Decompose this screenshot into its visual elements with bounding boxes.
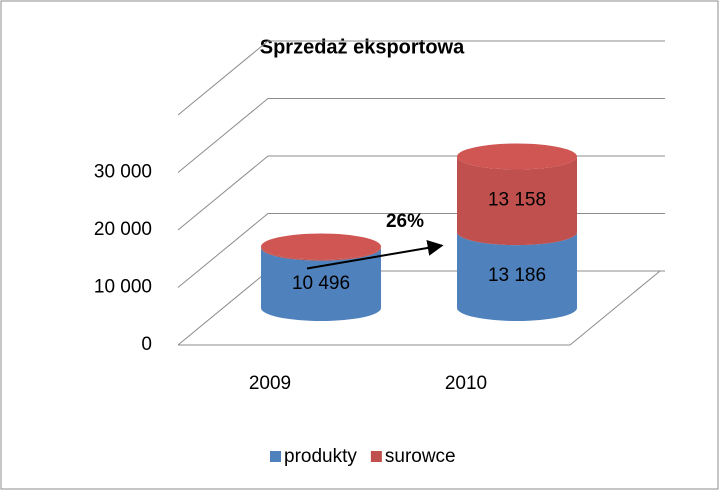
chart-title: Sprzedaż eksportowa [260,36,465,58]
cylinder-segment [457,156,577,246]
growth-arrow [306,240,444,270]
cylinder-segment [457,232,577,321]
value-label: 13 186 [488,265,546,286]
value-label: 10 496 [292,273,350,294]
y-tick-label: 10 000 [94,277,152,298]
cylinder-top [457,143,577,170]
value-label: 13 158 [488,189,546,210]
legend-label: surowce [385,446,456,467]
x-tick-label: 2010 [445,373,487,394]
cylinder-top [261,233,381,260]
y-tick-label: 0 [141,334,152,355]
y-tick-label: 30 000 [94,162,152,183]
floor [178,270,661,346]
grid-line [177,98,665,173]
legend-swatch [370,451,382,462]
legend-label: produkty [284,446,357,467]
cylinder-segment [261,247,381,321]
wall-top [177,40,665,116]
legend-swatch [270,451,281,462]
y-tick-label: 20 000 [94,219,152,240]
annotation: 26% [386,211,424,232]
x-tick-label: 2009 [249,373,291,394]
